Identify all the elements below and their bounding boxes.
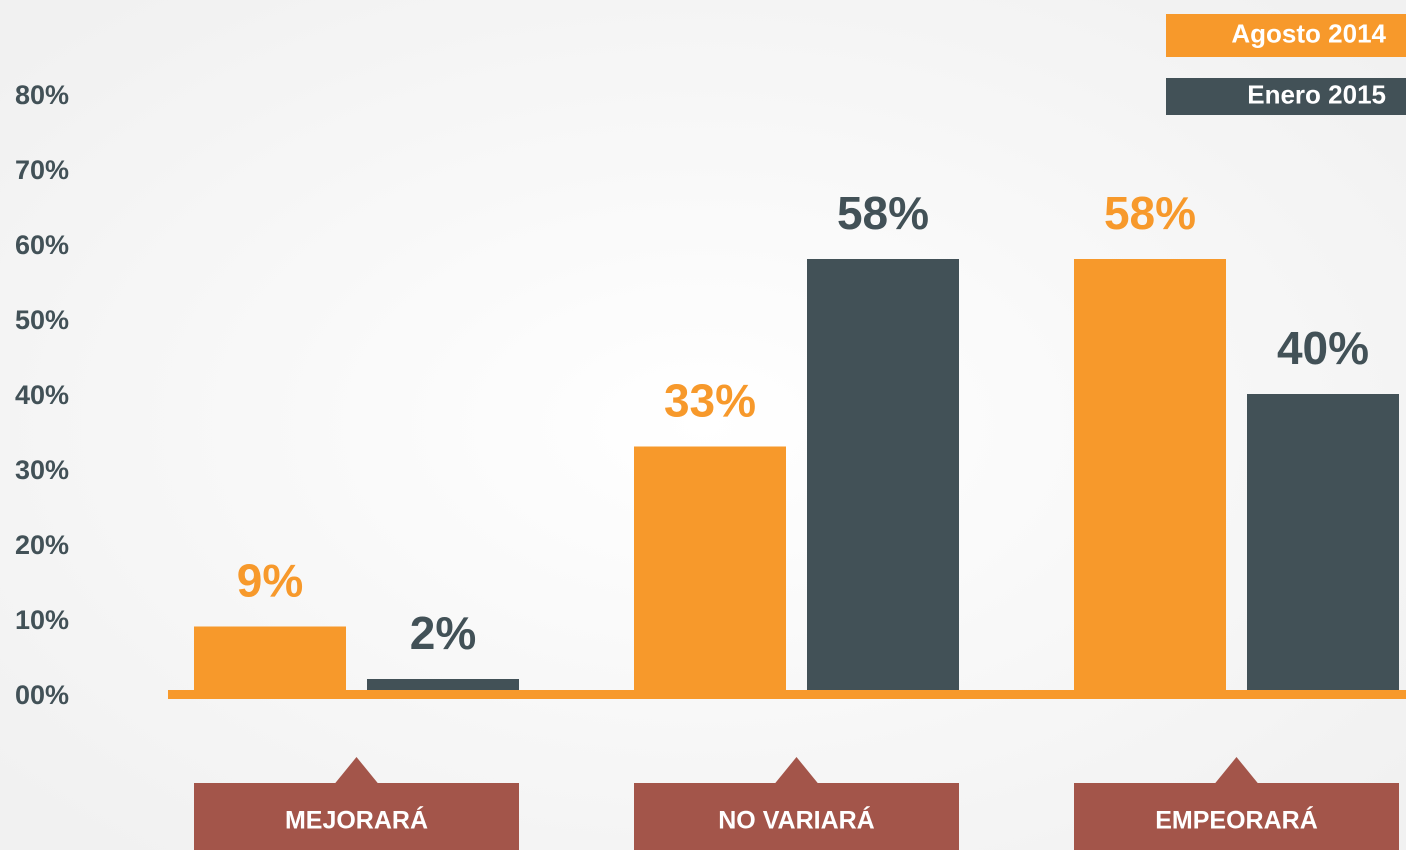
x-tick-label: EMPEORARÁ [1155, 806, 1318, 835]
value-label: 9% [237, 555, 303, 607]
value-label: 58% [837, 187, 929, 239]
category-pointer [334, 757, 379, 784]
bar [1074, 259, 1226, 694]
legend-label: Enero 2015 [1247, 79, 1386, 109]
y-tick-label: 60% [15, 230, 69, 260]
category-box [634, 783, 959, 850]
y-tick-label: 80% [15, 80, 69, 110]
legend-label: Agosto 2014 [1231, 18, 1386, 48]
y-tick-label: 30% [15, 455, 69, 485]
bar [634, 446, 786, 694]
y-tick-label: 50% [15, 305, 69, 335]
bar [194, 626, 346, 694]
y-tick-label: 70% [15, 155, 69, 185]
bar [1247, 394, 1399, 694]
category-box [1074, 783, 1399, 850]
value-label: 40% [1277, 322, 1369, 374]
y-tick-label: 10% [15, 605, 69, 635]
value-label: 33% [664, 375, 756, 427]
legend-swatch [1166, 14, 1406, 57]
y-tick-label: 20% [15, 530, 69, 560]
x-tick-label: NO VARIARÁ [718, 806, 874, 835]
baseline [168, 690, 1406, 699]
category-box [194, 783, 519, 850]
value-label: 2% [410, 607, 476, 659]
value-label: 58% [1104, 187, 1196, 239]
category-pointer [774, 757, 819, 784]
y-tick-label: 40% [15, 380, 69, 410]
legend-swatch [1166, 78, 1406, 115]
x-tick-label: MEJORARÁ [285, 806, 428, 835]
category-pointer [1214, 757, 1259, 784]
y-tick-label: 00% [15, 680, 69, 710]
bar [807, 259, 959, 694]
